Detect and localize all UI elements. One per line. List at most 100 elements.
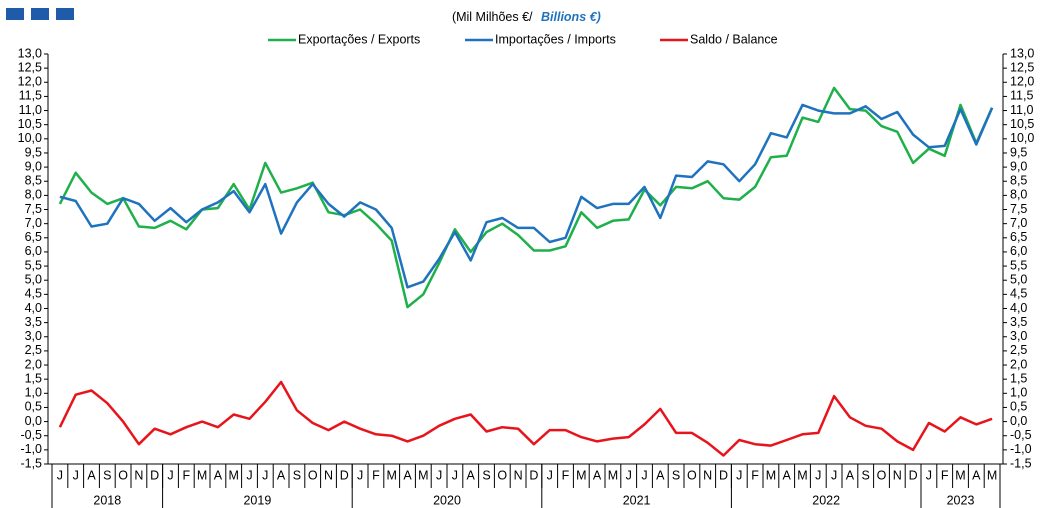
y2-tick-label: 6,0 bbox=[1010, 244, 1027, 258]
x-tick-label: J bbox=[167, 468, 173, 482]
y2-tick-label: 12,0 bbox=[1010, 75, 1034, 89]
x-tick-label: N bbox=[703, 468, 712, 482]
x-tick-label: M bbox=[955, 468, 965, 482]
year-label: 2019 bbox=[243, 493, 271, 507]
header-block bbox=[31, 8, 49, 20]
x-tick-label: N bbox=[134, 468, 143, 482]
y2-tick-label: 1,5 bbox=[1010, 371, 1027, 385]
y-tick-label: 6,0 bbox=[25, 244, 42, 258]
y2-tick-label: 5,5 bbox=[1010, 258, 1027, 272]
y2-tick-label: 3,5 bbox=[1010, 315, 1027, 329]
x-tick-label: M bbox=[797, 468, 807, 482]
y-tick-label: 2,5 bbox=[25, 343, 42, 357]
x-tick-label: J bbox=[436, 468, 442, 482]
y-tick-label: 11,0 bbox=[19, 103, 42, 117]
x-tick-label: S bbox=[672, 468, 680, 482]
y2-tick-label: 8,0 bbox=[1010, 188, 1027, 202]
x-tick-label: J bbox=[736, 468, 742, 482]
x-tick-label: F bbox=[941, 468, 949, 482]
y2-tick-label: 7,5 bbox=[1010, 202, 1027, 216]
year-label: 2021 bbox=[623, 493, 651, 507]
y2-tick-label: 9,0 bbox=[1010, 159, 1027, 173]
header-block bbox=[6, 8, 24, 20]
y2-tick-label: 4,0 bbox=[1010, 301, 1027, 315]
x-tick-label: J bbox=[357, 468, 363, 482]
series-line bbox=[58, 86, 994, 309]
year-label: 2023 bbox=[947, 493, 975, 507]
y-tick-label: 3,5 bbox=[25, 315, 42, 329]
y2-tick-label: 12,5 bbox=[1010, 60, 1034, 74]
x-tick-label: M bbox=[608, 468, 618, 482]
y2-tick-label: 6,5 bbox=[1010, 230, 1027, 244]
y-tick-label: 3,0 bbox=[25, 329, 42, 343]
x-tick-label: D bbox=[150, 468, 159, 482]
x-tick-label: F bbox=[182, 468, 190, 482]
y-tick-label: -1,5 bbox=[20, 456, 42, 470]
series-line bbox=[59, 103, 994, 289]
x-tick-label: O bbox=[687, 468, 697, 482]
x-tick-label: O bbox=[308, 468, 318, 482]
x-tick-label: M bbox=[987, 468, 997, 482]
x-tick-label: D bbox=[529, 468, 538, 482]
x-tick-label: F bbox=[751, 468, 759, 482]
x-tick-label: M bbox=[228, 468, 238, 482]
y2-tick-label: 5,0 bbox=[1010, 273, 1027, 287]
y2-tick-label: 0,5 bbox=[1010, 400, 1027, 414]
y-tick-label: 11,5 bbox=[19, 89, 42, 103]
y2-tick-label: -1,0 bbox=[1010, 442, 1032, 456]
y2-tick-label: 7,0 bbox=[1010, 216, 1027, 230]
legend-label: Importações / Imports bbox=[495, 32, 616, 46]
y-tick-label: 10,5 bbox=[18, 117, 42, 131]
y-tick-label: 5,0 bbox=[25, 273, 42, 287]
header-block bbox=[56, 8, 74, 20]
subtitle: (Mil Milhões €/ Billions €) bbox=[452, 10, 601, 24]
subtitle-en: Billions €) bbox=[541, 10, 601, 24]
x-tick-label: F bbox=[562, 468, 570, 482]
y2-tick-label: 1,0 bbox=[1010, 386, 1027, 400]
x-tick-label: A bbox=[277, 468, 286, 482]
y2-tick-label: 9,5 bbox=[1010, 145, 1027, 159]
y2-tick-label: 8,5 bbox=[1010, 174, 1027, 188]
x-tick-label: D bbox=[340, 468, 349, 482]
y-tick-label: 9,5 bbox=[25, 145, 42, 159]
x-tick-label: J bbox=[626, 468, 632, 482]
x-tick-label: A bbox=[783, 468, 792, 482]
y-tick-label: 0,0 bbox=[25, 414, 42, 428]
y-tick-label: 8,5 bbox=[25, 174, 42, 188]
y-tick-label: 4,0 bbox=[25, 301, 42, 315]
x-tick-label: J bbox=[262, 468, 268, 482]
x-tick-label: D bbox=[909, 468, 918, 482]
y2-tick-label: -1,5 bbox=[1010, 456, 1032, 470]
y-tick-label: 2,0 bbox=[25, 357, 42, 371]
y-tick-label: 6,5 bbox=[25, 230, 42, 244]
y2-tick-label: -0,5 bbox=[1010, 428, 1032, 442]
x-tick-label: J bbox=[246, 468, 252, 482]
year-label: 2018 bbox=[93, 493, 121, 507]
y2-tick-label: 10,5 bbox=[1010, 117, 1034, 131]
x-tick-label: J bbox=[831, 468, 837, 482]
x-tick-label: M bbox=[197, 468, 207, 482]
y-tick-label: 0,5 bbox=[25, 400, 42, 414]
x-tick-label: J bbox=[452, 468, 458, 482]
x-tick-label: M bbox=[576, 468, 586, 482]
legend-label: Saldo / Balance bbox=[690, 32, 778, 46]
x-tick-label: S bbox=[103, 468, 111, 482]
y2-tick-label: 11,0 bbox=[1010, 103, 1033, 117]
series-line bbox=[58, 380, 993, 457]
x-tick-label: O bbox=[497, 468, 507, 482]
x-tick-label: M bbox=[386, 468, 396, 482]
y2-tick-label: 3,0 bbox=[1010, 329, 1027, 343]
y-tick-label: 5,5 bbox=[25, 258, 42, 272]
y2-tick-label: 13,0 bbox=[1010, 46, 1034, 60]
x-tick-label: A bbox=[972, 468, 981, 482]
x-tick-label: S bbox=[862, 468, 870, 482]
y2-tick-label: 2,0 bbox=[1010, 357, 1027, 371]
x-tick-label: S bbox=[482, 468, 490, 482]
x-tick-label: A bbox=[214, 468, 223, 482]
y-tick-label: 7,5 bbox=[25, 202, 42, 216]
y-tick-label: 1,0 bbox=[25, 386, 42, 400]
y-tick-label: 13,0 bbox=[18, 46, 42, 60]
x-tick-label: J bbox=[73, 468, 79, 482]
x-tick-label: A bbox=[846, 468, 855, 482]
